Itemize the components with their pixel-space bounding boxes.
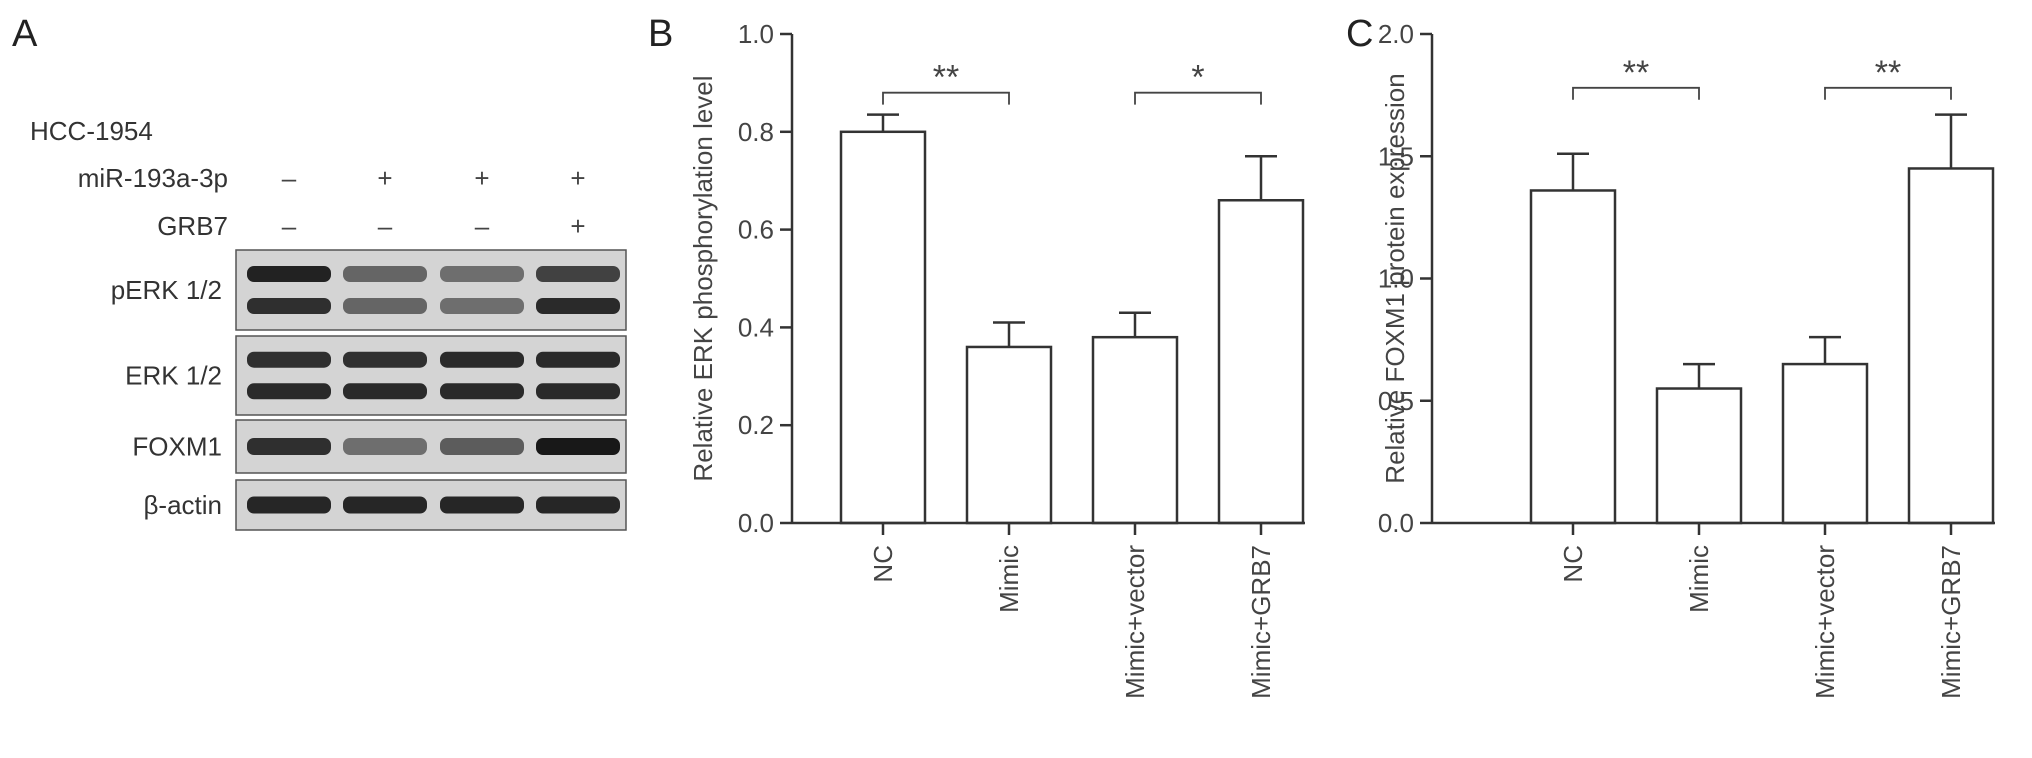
blot-band	[440, 298, 524, 314]
blot-band	[343, 496, 427, 514]
blot-band	[440, 438, 524, 455]
significance-label: **	[1623, 54, 1649, 92]
treatment-sign: –	[475, 211, 490, 241]
y-axis-label: Relative FOXM1 protein expression	[1380, 73, 1410, 483]
y-tick-label: 0.8	[738, 117, 774, 147]
y-tick-label: 0.4	[738, 312, 774, 342]
blot-band	[247, 298, 331, 314]
y-tick-label: 0.0	[738, 508, 774, 538]
bar	[1655, 387, 1743, 525]
treatment-sign: –	[378, 211, 393, 241]
x-tick-label: Mimic	[994, 545, 1024, 613]
treatment-sign: +	[570, 211, 585, 241]
blot-band	[536, 351, 620, 368]
significance-label: **	[933, 59, 959, 97]
blot-band	[536, 266, 620, 282]
blot-label: pERK 1/2	[111, 275, 222, 305]
y-tick-label: 0.5	[1378, 386, 1414, 416]
panel-a-letter: A	[12, 13, 38, 55]
blot-panel	[235, 335, 627, 416]
significance-label: *	[1191, 59, 1204, 97]
blot-band	[536, 438, 620, 455]
blot-band	[440, 383, 524, 400]
blot-band	[536, 383, 620, 400]
blot-band	[343, 438, 427, 455]
blot-band	[440, 351, 524, 368]
y-tick-label: 1.0	[738, 19, 774, 49]
treatment-label: miR-193a-3p	[78, 163, 228, 193]
y-tick-label: 1.0	[1378, 264, 1414, 294]
bar	[839, 130, 927, 525]
chart-c-foxm1-expression: C 0.0 0.5 1.0 1.5 2.0 Relative FOXM1 protein …	[1346, 13, 1995, 699]
blot-band	[536, 496, 620, 514]
blot-label: β-actin	[143, 490, 222, 520]
treatment-label: GRB7	[157, 211, 228, 241]
chart-b-plot: 0.0 0.2 0.4 0.6 0.8 1.0 Relative ERK phosphory…	[688, 19, 1305, 699]
y-tick-label: 0.2	[738, 410, 774, 440]
x-tick-label: Mimic+GRB7	[1936, 545, 1966, 699]
blot-band	[440, 496, 524, 514]
blot-band	[247, 383, 331, 400]
bar	[1907, 167, 1995, 525]
blot-band	[536, 298, 620, 314]
blot-band	[343, 298, 427, 314]
x-tick-label: Mimic+GRB7	[1246, 545, 1276, 699]
blot-band	[343, 351, 427, 368]
x-tick-label: NC	[1558, 545, 1588, 583]
y-tick-label: 0.0	[1378, 508, 1414, 538]
treatment-sign: +	[377, 163, 392, 193]
blot-label: ERK 1/2	[125, 361, 222, 391]
treatment-sign: –	[282, 163, 297, 193]
blot-band	[247, 438, 331, 455]
x-tick-label: NC	[868, 545, 898, 583]
bar	[965, 345, 1053, 525]
chart-b-erk-phosphorylation: B 0.0 0.2 0.4 0.6 0.8 1.0 Relative ERK phospho…	[648, 13, 1305, 699]
significance-bracket	[1824, 86, 1952, 100]
chart-c-plot: 0.0 0.5 1.0 1.5 2.0 Relative FOXM1 protein ex…	[1378, 19, 1995, 699]
significance-label: **	[1875, 54, 1901, 92]
x-tick-label: Mimic+vector	[1810, 545, 1840, 699]
bar	[1529, 189, 1617, 525]
blot-band	[343, 383, 427, 400]
treatment-sign: –	[282, 211, 297, 241]
chart-b-panel-letter: B	[648, 13, 673, 55]
panel-a-western-blot: A HCC-1954 miR-193a-3p – + + + GRB7 – – – + pERK …	[12, 13, 627, 531]
y-tick-label: 1.5	[1378, 141, 1414, 171]
blot-band	[247, 266, 331, 282]
significance-bracket	[882, 91, 1010, 105]
x-tick-label: Mimic+vector	[1120, 545, 1150, 699]
treatment-sign: +	[570, 163, 585, 193]
x-tick-label: Mimic	[1684, 545, 1714, 613]
chart-c-panel-letter: C	[1346, 13, 1373, 55]
significance-bracket	[1572, 86, 1700, 100]
treatment-sign: +	[474, 163, 489, 193]
blot-panels: pERK 1/2 ERK 1/2 FOXM1 β-actin	[111, 249, 627, 531]
y-tick-label: 2.0	[1378, 19, 1414, 49]
treatment-rows: miR-193a-3p – + + + GRB7 – – – +	[78, 163, 586, 241]
blot-band	[343, 266, 427, 282]
cell-line-label: HCC-1954	[30, 116, 153, 146]
y-axis-label: Relative ERK phosphorylation level	[688, 75, 718, 481]
blot-label: FOXM1	[132, 432, 222, 462]
bar	[1091, 335, 1179, 525]
blot-band	[247, 351, 331, 368]
y-tick-label: 0.6	[738, 215, 774, 245]
bar	[1781, 362, 1869, 525]
bar	[1217, 199, 1305, 525]
blot-band	[247, 496, 331, 514]
blot-band	[440, 266, 524, 282]
significance-bracket	[1134, 91, 1262, 105]
blot-panel	[235, 249, 627, 331]
